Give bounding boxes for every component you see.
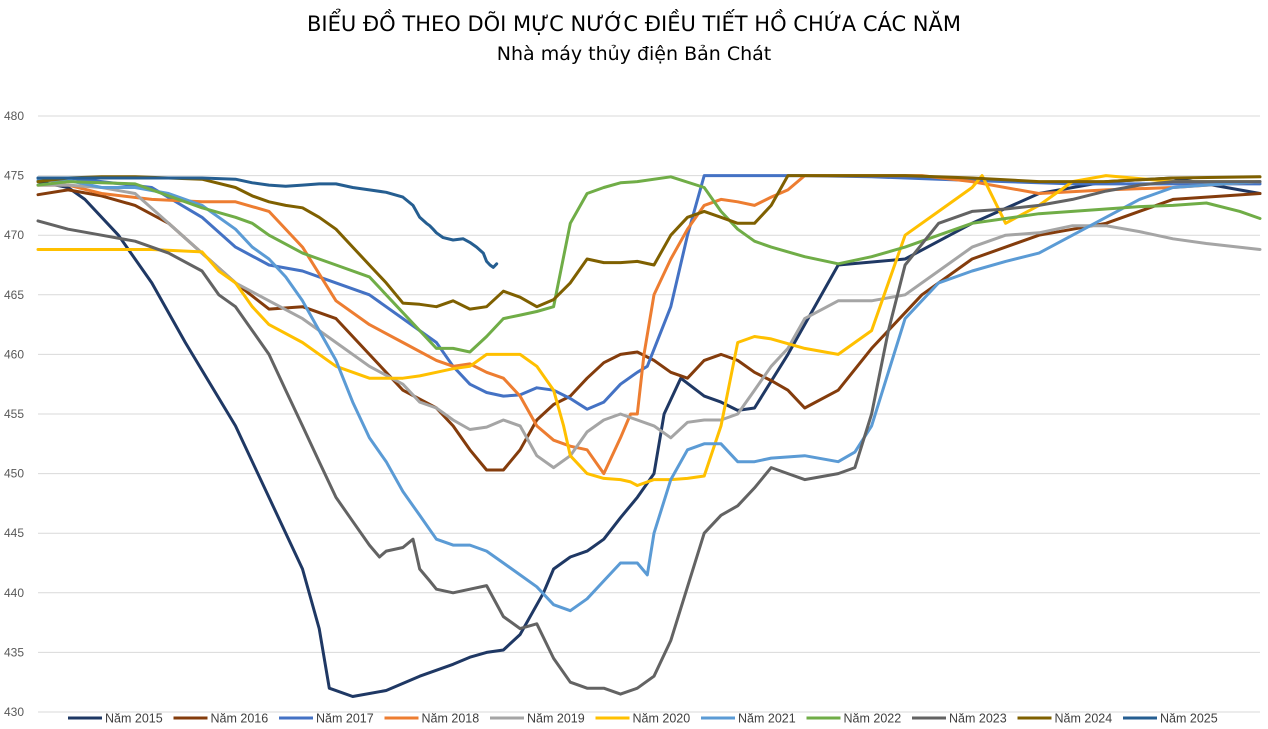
- y-tick-label: 455: [4, 407, 24, 421]
- legend-label: Năm 2016: [211, 712, 269, 726]
- legend-label: Năm 2022: [844, 712, 902, 726]
- legend-label: Năm 2024: [1055, 712, 1113, 726]
- legend-label: Năm 2018: [422, 712, 480, 726]
- legend-label: Năm 2025: [1160, 712, 1218, 726]
- legend-label: Năm 2021: [738, 712, 796, 726]
- series-line-năm-2025: [36, 176, 499, 269]
- legend-label: Năm 2020: [633, 712, 691, 726]
- y-axis: 430 435 440 445 450 455 460 465 470 475 480: [4, 109, 24, 719]
- legend-label: Năm 2019: [527, 712, 585, 726]
- series-line-năm-2022: [36, 175, 1262, 354]
- y-tick-label: 445: [4, 526, 24, 540]
- series-line-năm-2019: [36, 183, 1262, 470]
- y-tick-label: 450: [4, 467, 24, 481]
- chart-title: BIỂU ĐỒ THEO DÕI MỰC NƯỚC ĐIỀU TIẾT HỒ C…: [306, 12, 962, 36]
- series-line-năm-2023: [36, 180, 1262, 696]
- gridlines: [38, 115, 1260, 713]
- y-tick-label: 475: [4, 169, 24, 183]
- y-tick-label: 480: [4, 109, 24, 123]
- y-tick-label: 465: [4, 288, 24, 302]
- series-line-năm-2016: [36, 188, 1262, 472]
- y-tick-label: 430: [4, 705, 24, 719]
- legend: Năm 2015 Năm 2016 Năm 2017 Năm 2018 Năm 2019…: [68, 712, 1218, 726]
- plot-area: [36, 174, 1262, 698]
- series-line-năm-2015: [36, 176, 1262, 698]
- y-tick-label: 470: [4, 228, 24, 242]
- legend-label: Năm 2017: [316, 712, 374, 726]
- y-tick-label: 440: [4, 586, 24, 600]
- series-line-năm-2021: [36, 178, 1262, 613]
- series-line-năm-2024: [36, 174, 1262, 311]
- y-tick-label: 435: [4, 645, 24, 659]
- legend-label: Năm 2015: [105, 712, 163, 726]
- legend-label: Năm 2023: [949, 712, 1007, 726]
- y-tick-label: 460: [4, 347, 24, 361]
- series-line-năm-2020: [36, 174, 1262, 487]
- chart-subtitle: Nhà máy thủy điện Bản Chát: [496, 43, 772, 65]
